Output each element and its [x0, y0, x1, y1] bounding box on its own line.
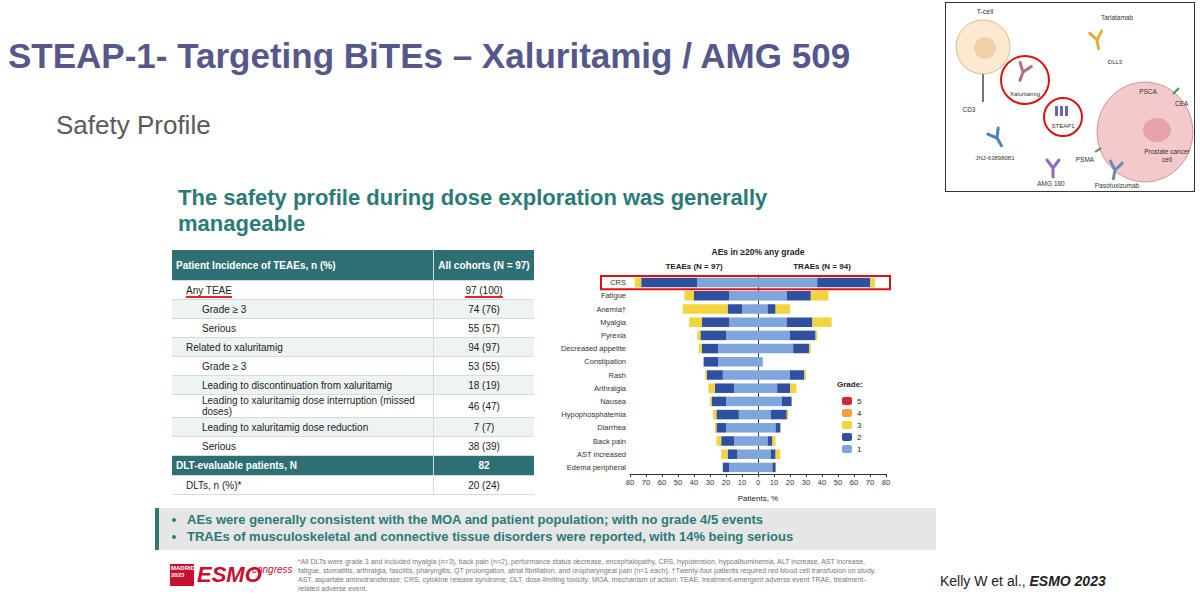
html-text:Serious: Serious [202, 322, 236, 334]
svg-text:PSCA: PSCA [1139, 88, 1157, 95]
svg-text:CRS: CRS [610, 278, 626, 287]
html-text:AEs were generally consistent: AEs were generally consistent with the M… [187, 512, 763, 527]
svg-text:cell: cell [1162, 156, 1172, 163]
html-text:Related to xaluritamig: Related to xaluritamig [186, 341, 283, 353]
html-text:DLT-evaluable patients, N: DLT-evaluable patients, N [176, 460, 297, 471]
svg-text:2: 2 [857, 433, 862, 442]
html-text:7 (7): 7 (7) [473, 421, 495, 433]
svg-text:70: 70 [866, 478, 874, 487]
html-text:DLTs, n (%)*: DLTs, n (%)* [186, 479, 242, 491]
html-text:55 (57): 55 (57) [468, 322, 500, 334]
svg-text:Edema peripheral: Edema peripheral [567, 463, 627, 472]
svg-text:Nausea: Nausea [600, 397, 627, 406]
svg-text:Constipation: Constipation [584, 357, 626, 366]
html-text:Safety Profile: Safety Profile [56, 110, 211, 140]
svg-text:50: 50 [674, 478, 682, 487]
svg-text:Grade:: Grade: [837, 380, 863, 389]
svg-text:T-cell: T-cell [977, 8, 994, 15]
svg-text:Prostate cancer: Prostate cancer [1144, 148, 1190, 155]
html-text:*All DLTs were grade 3 and inc: *All DLTs were grade 3 and included myal… [298, 558, 876, 574]
svg-text:Pasotuxizumab: Pasotuxizumab [1095, 182, 1140, 189]
svg-text:60: 60 [658, 478, 666, 487]
html-text:ESMO: ESMO [197, 562, 262, 587]
svg-text:1: 1 [857, 445, 862, 454]
svg-text:DLL3: DLL3 [1108, 59, 1123, 65]
svg-text:0: 0 [756, 478, 760, 487]
svg-text:TRAEs (N = 94): TRAEs (N = 94) [793, 262, 851, 271]
svg-text:JNJ-63898081: JNJ-63898081 [975, 155, 1015, 161]
svg-text:AEs in ≥20% any grade: AEs in ≥20% any grade [711, 247, 804, 257]
html-text:AST, aspartate aminotransferas: AST, aspartate aminotransferase; CRS, cy… [298, 576, 866, 592]
svg-text:AMG 160: AMG 160 [1037, 180, 1065, 187]
html-text:20 (24): 20 (24) [468, 479, 500, 491]
svg-text:Pyrexia: Pyrexia [601, 331, 627, 340]
svg-text:AST increased: AST increased [577, 450, 626, 459]
svg-text:Xaluritamig: Xaluritamig [1010, 91, 1040, 97]
svg-text:Myalgia: Myalgia [600, 318, 627, 327]
html-text:82: 82 [478, 460, 490, 471]
svg-text:40: 40 [690, 478, 698, 487]
svg-text:Arthralgia: Arthralgia [594, 384, 627, 393]
svg-text:Decreased appetite: Decreased appetite [561, 344, 626, 353]
html-text:97 (100): 97 (100) [465, 284, 503, 296]
svg-text:Hypophosphatemia: Hypophosphatemia [561, 410, 626, 419]
html-text:Serious: Serious [202, 440, 236, 452]
svg-text:70: 70 [642, 478, 650, 487]
html-text:The safety profile during dose: The safety profile during dose explorati… [178, 185, 768, 236]
svg-text:PSMA: PSMA [1076, 156, 1095, 163]
html-text:All cohorts (N = 97): All cohorts (N = 97) [438, 259, 530, 271]
html-text:Patient Incidence of TEAEs, n: Patient Incidence of TEAEs, n (%) [176, 259, 336, 271]
html-text:STEAP-1- Targeting BiTEs – Xal: STEAP-1- Targeting BiTEs – Xaluritamig /… [8, 36, 851, 75]
html-text:MADRID 2023: MADRID 2023 [171, 565, 195, 578]
html-text:Leading to xaluritamig dose in: Leading to xaluritamig dose interruption… [202, 395, 415, 417]
svg-text:60: 60 [850, 478, 858, 487]
svg-text:Patients, %: Patients, % [738, 494, 778, 503]
svg-text:80: 80 [626, 478, 634, 487]
svg-text:TEAEs (N = 97): TEAEs (N = 97) [665, 262, 722, 271]
html-text:46 (47): 46 (47) [468, 400, 500, 412]
html-text:Grade ≥ 3: Grade ≥ 3 [202, 360, 247, 372]
svg-text:50: 50 [834, 478, 842, 487]
svg-text:20: 20 [786, 478, 794, 487]
svg-text:Fatigue: Fatigue [601, 291, 626, 300]
html-text:Leading to discontinuation fro: Leading to discontinuation from xalurita… [202, 379, 393, 391]
html-text:TRAEs of musculoskeletal and c: TRAEs of musculoskeletal and connective … [187, 529, 794, 544]
html-text:Leading to xaluritamig dose re: Leading to xaluritamig dose reduction [202, 421, 369, 433]
svg-text:Rash: Rash [608, 371, 626, 380]
svg-text:10: 10 [770, 478, 778, 487]
svg-text:80: 80 [882, 478, 890, 487]
html-text:74 (76): 74 (76) [468, 303, 500, 315]
html-text:94 (97): 94 (97) [468, 341, 500, 353]
svg-text:20: 20 [722, 478, 730, 487]
html-text:38 (39): 38 (39) [468, 440, 500, 452]
html-text:18 (19): 18 (19) [468, 379, 500, 391]
html-text:Kelly W et al., ESMO 2023: Kelly W et al., ESMO 2023 [940, 573, 1106, 589]
svg-text:30: 30 [706, 478, 714, 487]
svg-text:5: 5 [857, 397, 862, 406]
svg-text:CEA: CEA [1175, 100, 1189, 107]
html-text:Any TEAE: Any TEAE [186, 284, 232, 296]
html-text:53 (55): 53 (55) [468, 360, 500, 372]
svg-text:Anemia†: Anemia† [596, 305, 626, 314]
svg-text:STEAP1: STEAP1 [1051, 123, 1075, 129]
svg-text:10: 10 [738, 478, 746, 487]
svg-text:Tarlatamab: Tarlatamab [1101, 14, 1134, 21]
svg-text:CD3: CD3 [962, 106, 975, 113]
svg-text:30: 30 [802, 478, 810, 487]
svg-text:4: 4 [857, 409, 862, 418]
svg-text:3: 3 [857, 421, 862, 430]
svg-text:40: 40 [818, 478, 826, 487]
svg-text:Diarrhea: Diarrhea [597, 423, 627, 432]
svg-text:Back pain: Back pain [593, 437, 626, 446]
html-text:congress: congress [252, 564, 293, 575]
html-text:Grade ≥ 3: Grade ≥ 3 [202, 303, 247, 315]
